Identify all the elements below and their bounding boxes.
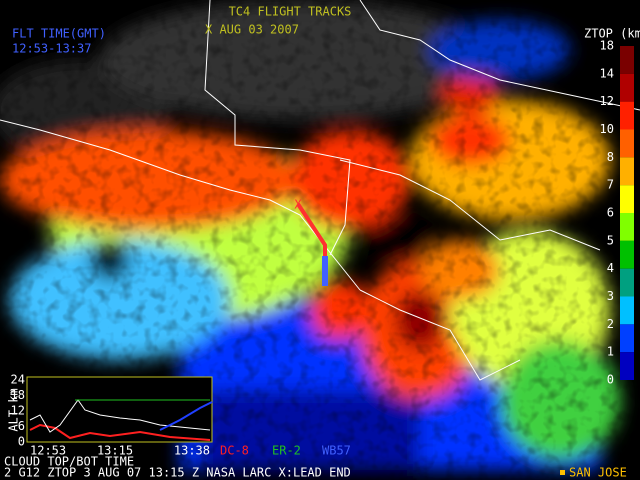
colorbar-label: 3 xyxy=(607,289,614,303)
colorbar-segment xyxy=(620,46,634,74)
inset-y-tick: 12 xyxy=(11,404,25,418)
colorbar-segment xyxy=(620,296,634,325)
colorbar-label: 0 xyxy=(607,373,614,387)
colorbar-label: 18 xyxy=(600,39,614,53)
colorbar-segment xyxy=(620,129,634,158)
colorbar-segment xyxy=(620,213,634,241)
flight-time-label: FLT TIME(GMT) xyxy=(12,27,106,41)
colorbar-label: 10 xyxy=(600,122,614,136)
colorbar-label: 12 xyxy=(600,94,614,108)
colorbar-label: 4 xyxy=(607,261,614,275)
inset-y-tick: 18 xyxy=(11,388,25,402)
colorbar-label: 1 xyxy=(607,345,614,359)
legend-entry: DC-8 xyxy=(220,444,249,458)
colorbar-segment xyxy=(620,352,634,380)
location-marker xyxy=(560,470,565,475)
colorbar-title: ZTOP (km) xyxy=(584,27,640,41)
colorbar-segment xyxy=(620,268,634,297)
inset-x-tick: 13:15 xyxy=(97,444,133,458)
inset-y-tick: 0 xyxy=(18,435,25,449)
colorbar-segment xyxy=(620,240,634,269)
legend-entry: WB57 xyxy=(322,444,351,458)
inset-axis-label: ALT km xyxy=(7,388,21,431)
inset-x-tick: 12:53 xyxy=(30,444,66,458)
location: SAN JOSE xyxy=(569,466,627,480)
map-date: X AUG 03 2007 xyxy=(205,23,299,37)
footer-text: 2 G12 ZTOP 3 AUG 07 13:15 Z NASA LARC X:… xyxy=(4,466,351,480)
colorbar-label: 8 xyxy=(607,150,614,164)
colorbar-segment xyxy=(620,101,634,130)
colorbar-label: 6 xyxy=(607,206,614,220)
inset-y-tick: 24 xyxy=(11,373,25,387)
inset-caption: CLOUD TOP/BOT TIME xyxy=(4,455,134,469)
colorbar-label: 5 xyxy=(607,233,614,247)
flight-time: 12:53-13:37 xyxy=(12,42,91,56)
colorbar-segment xyxy=(620,157,634,186)
colorbar-segment xyxy=(620,324,634,353)
inset-x-tick: 13:38 xyxy=(174,444,210,458)
colorbar-label: 7 xyxy=(607,178,614,192)
legend-entry: ER-2 xyxy=(272,444,301,458)
map-title: TC4 FLIGHT TRACKS xyxy=(229,5,352,19)
inset-y-tick: 6 xyxy=(18,419,25,433)
colorbar-label: 14 xyxy=(600,66,614,80)
colorbar-segment xyxy=(620,185,634,213)
colorbar-label: 2 xyxy=(607,317,614,331)
track-marker: X xyxy=(294,198,302,212)
colorbar-segment xyxy=(620,73,634,102)
